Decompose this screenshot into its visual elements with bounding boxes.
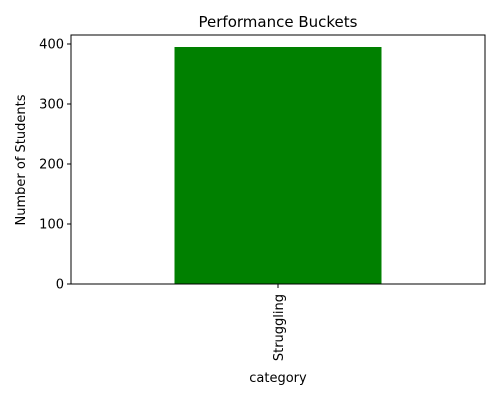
chart-title: Performance Buckets [199,13,358,31]
plot-frame [70,34,486,285]
y-tick-label: 400 [39,38,64,53]
bars-group [174,47,382,284]
x-ticks-group: Struggling [272,284,287,361]
y-axis-title: Number of Students [14,94,29,225]
bar-struggling [174,47,382,284]
y-ticks-group: 0 100 200 300 400 [39,38,71,293]
y-tick-label: 200 [39,158,64,173]
x-axis-title: category [249,371,307,386]
y-tick-label: 100 [39,218,64,233]
y-tick-label: 300 [39,98,64,113]
y-tick-label: 0 [56,278,64,293]
x-tick-label: Struggling [272,294,287,361]
